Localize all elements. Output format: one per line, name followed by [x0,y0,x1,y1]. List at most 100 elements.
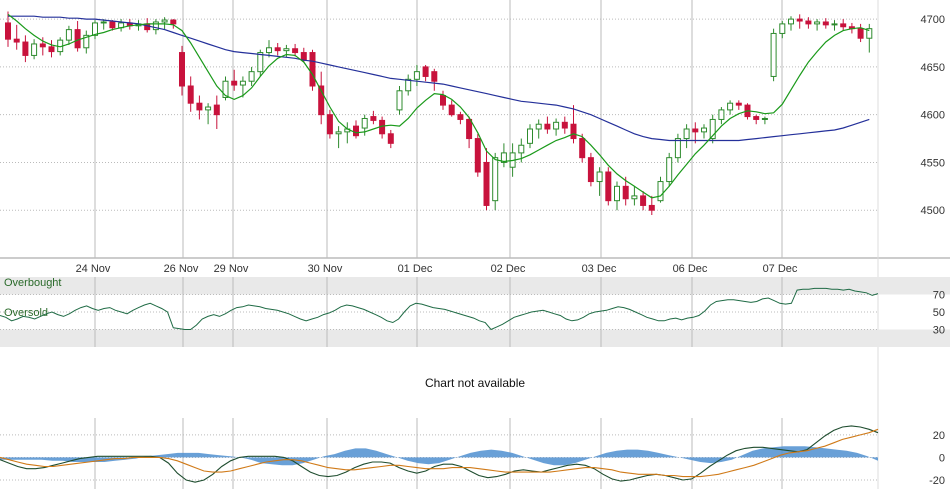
candle-up [770,32,777,77]
candle-down [170,19,177,25]
rsi-line [0,287,879,331]
candle-down [422,66,429,77]
short-moving-average [7,13,870,199]
candle-down [544,123,551,130]
candle-up [100,21,107,24]
candle-down [370,116,377,121]
candle-down [805,20,812,25]
candle-up [283,48,290,52]
candle-up [788,18,794,25]
candle-up [413,71,420,80]
candle-down [274,47,281,52]
candle-up [257,52,264,73]
candle-up [527,128,533,144]
rsi-tick-label: 30 [933,325,945,337]
candle-down [579,138,586,159]
long-moving-average [8,15,870,142]
candle-down [570,123,577,140]
candle-down [300,52,307,61]
candle-down [5,22,11,40]
candle-up [492,157,499,202]
candle-down [605,171,612,202]
candle-down [440,95,446,106]
candle-down [179,52,185,87]
candle-up [866,28,873,39]
candle-up [761,117,768,120]
candle-up [92,22,98,36]
candle-down [474,138,481,173]
date-label: 30 Nov [308,263,343,275]
candle-up [683,128,690,140]
candle-up [83,34,90,49]
candle-up [709,118,716,140]
candle-down [587,157,594,183]
candle-up [205,106,212,111]
macd-tick-label: 0 [939,452,945,464]
candle-down [448,104,455,116]
macd-panel: -20 0 20 [0,418,945,489]
price-tick-label: 4700 [921,14,945,26]
rsi-tick-label: 70 [933,290,945,302]
candle-down [753,116,760,120]
date-label: 02 Dec [491,263,526,275]
candle-up [248,71,255,82]
date-label: 06 Dec [673,263,708,275]
macd-line [0,425,879,483]
macd-tick-label: -20 [929,475,945,487]
candle-down [22,41,29,56]
candle-down [692,128,699,133]
candle-up [239,80,246,86]
candle-up [701,127,707,133]
date-label: 29 Nov [214,263,249,275]
candle-down [187,85,194,104]
candle-down [74,29,81,49]
date-label: 03 Dec [582,263,617,275]
candle-up [65,29,72,41]
candle-up [405,78,412,92]
candle-up [666,157,673,183]
date-label: 26 Nov [164,263,199,275]
candle-up [222,80,229,98]
candle-up [335,131,342,135]
signal-line [0,428,879,478]
chart-not-available-message: Chart not available [424,376,526,390]
candle-up [396,90,403,111]
candle-down [622,185,629,200]
candle-down [213,104,220,116]
candle-up [674,138,681,159]
price-tick-label: 4550 [921,157,945,169]
candle-down [483,161,490,206]
candle-down [109,21,116,29]
candle-down [309,52,316,87]
price-tick-label: 4600 [921,110,945,122]
overbought-zone [0,277,950,295]
candle-down [326,114,333,135]
candle-down [292,48,299,54]
candle-up [518,144,525,154]
candle-up [631,195,638,200]
candle-up [657,181,664,202]
candle-up [831,23,838,26]
candle-up [152,21,159,31]
price-tick-label: 4500 [921,205,945,217]
candle-up [161,19,168,23]
candle-down [735,102,742,106]
rsi-tick-label: 50 [933,307,945,319]
candle-down [561,121,568,129]
macd-tick-label: 20 [933,430,945,442]
candle-up [553,121,560,130]
candle-up [535,123,542,130]
candle-down [387,133,394,144]
date-label: 01 Dec [398,263,433,275]
candle-down [318,85,325,116]
candle-up [31,43,38,56]
candle-up [266,47,272,54]
candle-up [779,23,786,34]
candle-up [814,21,821,25]
rsi-panel: Overbought Oversold 30 50 70 [0,277,950,347]
candle-down [431,71,438,82]
candle-down [39,43,46,48]
candle-down [457,114,464,120]
candle-down [466,118,473,140]
candle-down [196,102,203,111]
